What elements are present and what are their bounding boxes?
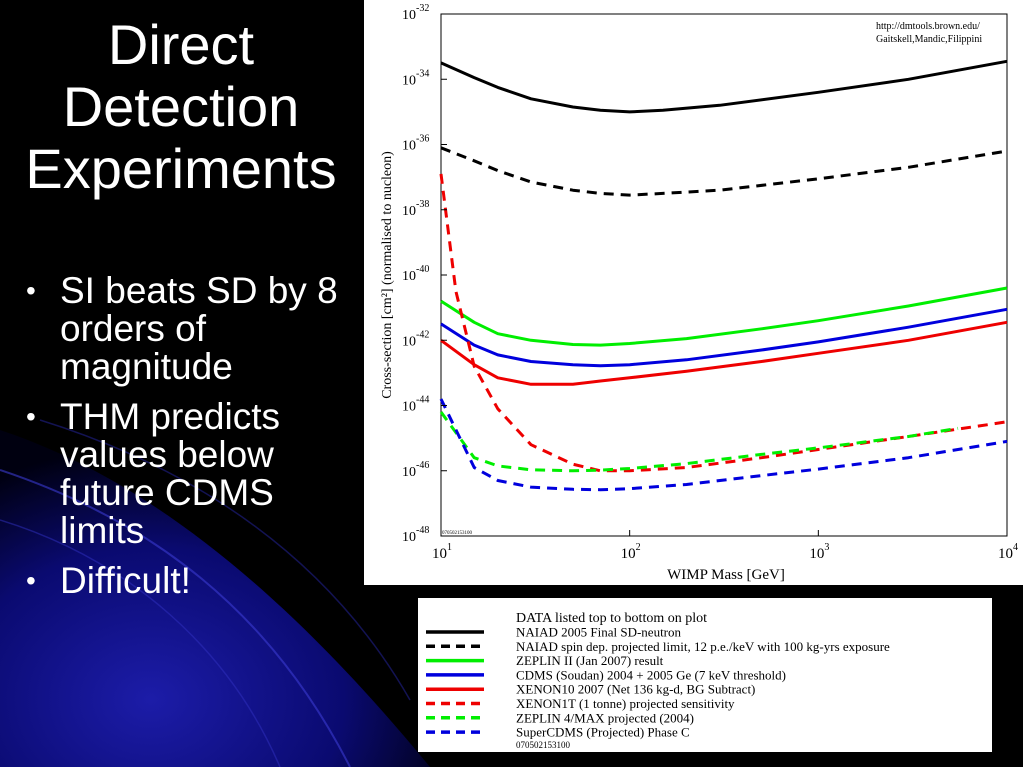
slide-title-line: Experiments bbox=[25, 137, 337, 200]
y-tick-label: 10-32 bbox=[402, 3, 429, 23]
exclusion-plot: 101 102 103 104 10-32 10-34 10-36 10-38 10-40 10-… bbox=[380, 3, 1018, 583]
series-line bbox=[440, 320, 1008, 386]
legend: DATA listed top to bottom on plot NAIAD … bbox=[426, 611, 890, 750]
y-tick-label: 10-42 bbox=[402, 329, 429, 349]
y-tick-label: 10-46 bbox=[402, 460, 429, 480]
x-tick-label: 104 bbox=[998, 542, 1018, 562]
y-tick-label: 10-48 bbox=[402, 525, 429, 545]
slide-title-line: Direct bbox=[107, 13, 255, 76]
series-line bbox=[440, 59, 1008, 114]
y-tick-label: 10-38 bbox=[402, 199, 429, 219]
bullet-text: Difficult! bbox=[60, 560, 191, 601]
x-tick-label: 103 bbox=[809, 542, 829, 562]
source-credit: http://dmtools.brown.edu/ bbox=[876, 21, 980, 32]
y-tick-label: 10-34 bbox=[402, 68, 429, 88]
bullet-dot: • bbox=[26, 275, 36, 306]
bullet-text: THM predicts values below future CDMS li… bbox=[60, 396, 280, 551]
bullet-dot: • bbox=[26, 401, 36, 432]
legend-entry: SuperCDMS (Projected) Phase C bbox=[516, 725, 690, 740]
legend-entry: XENON10 2007 (Net 136 kg-d, BG Subtract) bbox=[516, 682, 755, 697]
bullet-list: • SI beats SD by 8 orders of magnitude •… bbox=[22, 272, 342, 612]
series-line bbox=[439, 411, 959, 473]
series-line bbox=[440, 146, 1008, 197]
slide-title: Direct Detection Experiments bbox=[0, 14, 362, 200]
swirl-arc bbox=[0, 519, 281, 767]
y-axis-label: Cross-section [cm²] (normalised to nucle… bbox=[380, 151, 395, 399]
x-tick-label: 101 bbox=[432, 542, 452, 562]
plot-stamp: 070502153100 bbox=[442, 531, 473, 536]
swirl-shape bbox=[0, 430, 430, 767]
legend-header: DATA listed top to bottom on plot bbox=[516, 611, 707, 626]
legend-stamp: 070502153100 bbox=[516, 740, 571, 750]
legend-entry: NAIAD 2005 Final SD-neutron bbox=[516, 625, 682, 640]
bullet-item: • SI beats SD by 8 orders of magnitude bbox=[22, 272, 342, 386]
x-tick-label: 102 bbox=[621, 542, 641, 562]
bullet-item: • Difficult! bbox=[22, 562, 342, 600]
series-line bbox=[439, 398, 1008, 492]
swirl-arc bbox=[39, 419, 411, 701]
chart-panel: 101 102 103 104 10-32 10-34 10-36 10-38 10-40 10-… bbox=[364, 0, 1023, 585]
slide-title-line: Detection bbox=[62, 75, 300, 138]
source-credit: Gaitskell,Mandic,Filippini bbox=[876, 34, 982, 45]
legend-entry: ZEPLIN II (Jan 2007) result bbox=[516, 653, 664, 668]
swirl-arc bbox=[0, 469, 351, 767]
y-tick-label: 10-44 bbox=[402, 395, 429, 415]
legend-entry: NAIAD spin dep. projected limit, 12 p.e.… bbox=[516, 639, 890, 654]
series-line bbox=[439, 173, 1008, 473]
legend-entry: CDMS (Soudan) 2004 + 2005 Ge (7 keV thre… bbox=[516, 667, 786, 682]
legend-entry: ZEPLIN 4/MAX projected (2004) bbox=[516, 710, 694, 725]
series-line bbox=[440, 286, 1008, 347]
bullet-dot: • bbox=[26, 565, 36, 596]
legend-entry: XENON1T (1 tonne) projected sensitivity bbox=[516, 696, 735, 711]
series-line bbox=[440, 307, 1008, 368]
x-axis-label: WIMP Mass [GeV] bbox=[667, 567, 785, 583]
y-tick-label: 10-40 bbox=[402, 264, 429, 284]
y-tick-label: 10-36 bbox=[402, 134, 429, 154]
legend-panel: DATA listed top to bottom on plot NAIAD … bbox=[418, 598, 992, 752]
bullet-text: SI beats SD by 8 orders of magnitude bbox=[60, 270, 338, 387]
bullet-item: • THM predicts values below future CDMS … bbox=[22, 398, 342, 550]
